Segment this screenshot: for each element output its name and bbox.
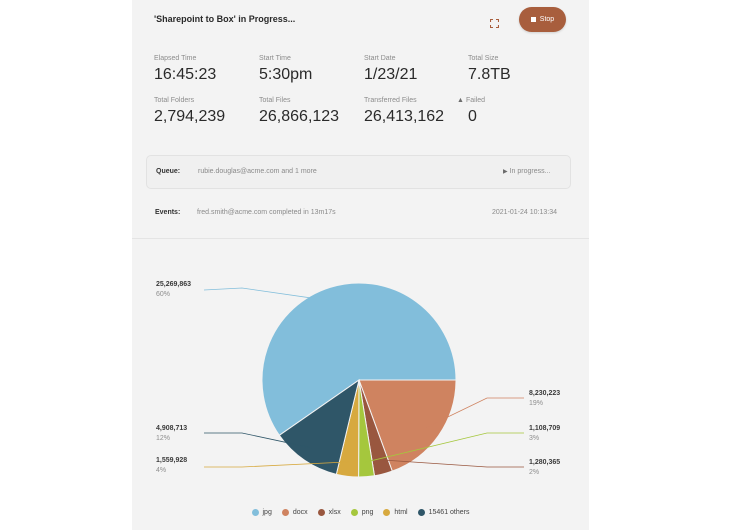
queue-status: ▶ In progress... xyxy=(503,168,550,175)
leader-line-15461-others xyxy=(204,432,313,449)
slice-value-label: 25,269,863 xyxy=(156,281,191,288)
total-files-value: 26,866,123 xyxy=(259,108,340,125)
total-folders-value: 2,794,239 xyxy=(154,108,226,125)
legend-label: docx xyxy=(292,509,308,516)
divider xyxy=(132,238,589,239)
stop-icon xyxy=(530,17,536,22)
legend-dot-icon xyxy=(417,509,425,516)
total-folders-label: Total Folders xyxy=(154,97,195,104)
legend-item-png[interactable]: png xyxy=(350,509,374,516)
slice-value-label: 1,280,365 xyxy=(529,459,560,466)
job-title: 'Sharepoint to Box' in Progress... xyxy=(154,14,296,24)
chart-legend: jpg docx xlsx png html 15461 others xyxy=(132,509,589,516)
elapsed-time-label: Elapsed Time xyxy=(154,55,197,62)
legend-label: html xyxy=(394,509,408,516)
legend-dot-icon xyxy=(281,509,289,516)
pie-slice-jpg[interactable] xyxy=(261,282,457,437)
slice-value-label: 4,908,713 xyxy=(156,425,187,432)
slice-value-label: 8,230,223 xyxy=(529,390,560,397)
legend-item-html[interactable]: html xyxy=(383,509,408,516)
total-files-label: Total Files xyxy=(259,97,291,104)
warning-icon: ▲ xyxy=(457,97,464,104)
slice-percent-label: 4% xyxy=(156,467,166,474)
legend-label: xlsx xyxy=(328,509,341,516)
legend-item-xlsx[interactable]: xlsx xyxy=(317,509,341,516)
legend-item-docx[interactable]: docx xyxy=(281,509,308,516)
legend-item-jpg[interactable]: jpg xyxy=(251,509,272,516)
file-type-pie-chart: 25,269,863 60% 8,230,223 19% 1,280,365 2% 1,10… xyxy=(156,281,560,478)
stop-button-label: Stop xyxy=(539,16,555,23)
leader-line-docx xyxy=(426,397,524,428)
queue-bar[interactable]: Queue: rubie.douglas@acme.com and 1 more… xyxy=(146,155,571,189)
start-date-label: Start Date xyxy=(364,55,396,62)
legend-dot-icon xyxy=(383,509,391,516)
legend-dot-icon xyxy=(317,509,325,516)
events-text: fred.smith@acme.com completed in 13m17s xyxy=(197,209,336,216)
total-size-value: 7.8TB xyxy=(468,66,511,83)
legend-label: png xyxy=(361,509,374,516)
legend-item-15461-others[interactable]: 15461 others xyxy=(417,509,470,516)
legend-label: 15461 others xyxy=(428,509,470,516)
transferred-files-value: 26,413,162 xyxy=(364,108,445,125)
failed-label: Failed xyxy=(465,97,486,104)
expand-icon[interactable] xyxy=(489,15,500,29)
queue-label: Queue: xyxy=(156,168,181,175)
start-time-value: 5:30pm xyxy=(259,66,313,83)
start-time-label: Start Time xyxy=(259,55,291,62)
slice-percent-label: 2% xyxy=(529,469,539,476)
failed-label-wrap: ▲ Failed xyxy=(457,97,485,104)
slice-percent-label: 19% xyxy=(529,400,543,407)
transferred-files-label: Transferred Files xyxy=(364,97,417,104)
leader-line-jpg xyxy=(203,287,335,302)
slice-value-label: 1,559,928 xyxy=(156,457,187,464)
legend-label: jpg xyxy=(262,509,272,516)
total-size-label: Total Size xyxy=(468,55,499,62)
leader-line-xlsx xyxy=(379,459,524,468)
queue-status-text: In progress... xyxy=(509,168,551,175)
queue-users[interactable]: rubie.douglas@acme.com and 1 more xyxy=(198,168,317,175)
legend-dot-icon xyxy=(251,509,259,516)
events-timestamp: 2021-01-24 10:13:34 xyxy=(492,209,557,216)
leader-line-html xyxy=(204,461,350,468)
job-progress-panel: 'Sharepoint to Box' in Progress... Stop … xyxy=(132,0,589,530)
slice-value-label: 1,108,709 xyxy=(529,425,560,432)
slice-percent-label: 3% xyxy=(529,435,539,442)
stop-button[interactable]: Stop xyxy=(519,7,566,32)
pie-slice-docx[interactable] xyxy=(358,379,457,472)
slice-percent-label: 60% xyxy=(156,291,170,298)
pie-slice-15461-others[interactable] xyxy=(278,378,360,475)
events-label: Events: xyxy=(155,209,181,216)
leader-line-png xyxy=(365,432,524,463)
start-date-value: 1/23/21 xyxy=(364,66,418,83)
play-icon: ▶ xyxy=(503,169,508,175)
elapsed-time-value: 16:45:23 xyxy=(154,66,217,83)
legend-dot-icon xyxy=(350,509,358,516)
failed-value: 0 xyxy=(468,108,477,125)
slice-percent-label: 12% xyxy=(156,435,170,442)
